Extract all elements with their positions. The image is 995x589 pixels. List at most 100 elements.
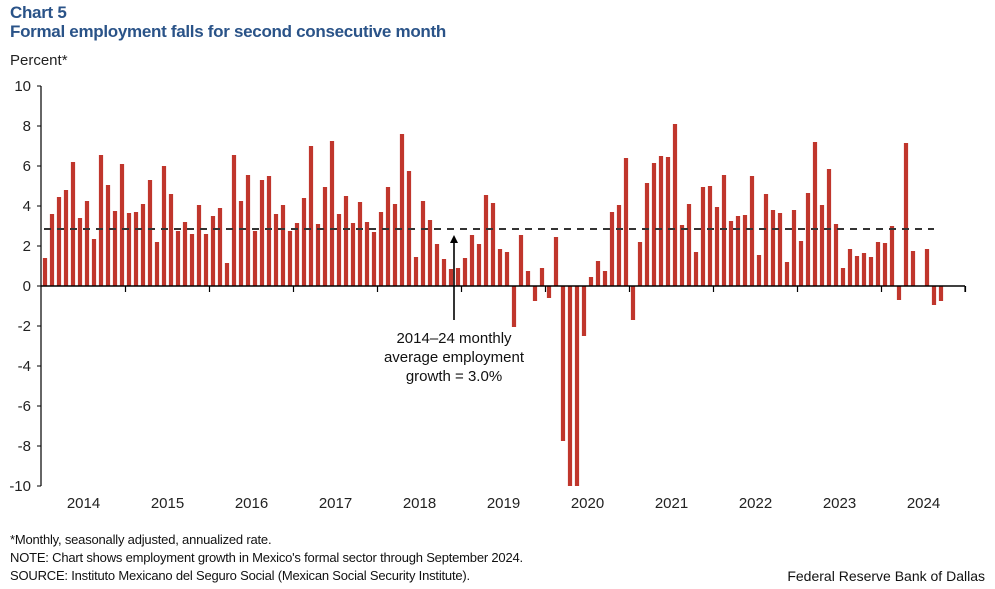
bar <box>749 176 755 286</box>
bar <box>315 224 321 286</box>
bar <box>427 220 433 286</box>
x-tick-label: 2014 <box>67 495 100 512</box>
bar <box>546 286 552 298</box>
bar <box>553 237 559 286</box>
annotation-arrowhead-icon <box>450 235 458 243</box>
bar <box>203 234 209 286</box>
bar <box>770 210 776 286</box>
bar-chart: 10 8 6 4 2 0 -2 -4 -6 -8 -10 2014 2015 2016 2017 2018 20… <box>9 78 967 512</box>
y-tick-label: -8 <box>18 438 31 455</box>
x-tick-label: 2018 <box>403 495 436 512</box>
annotation-text-line: growth = 3.0% <box>406 368 502 385</box>
bar <box>182 222 188 286</box>
bar <box>903 143 909 286</box>
bar <box>392 204 398 286</box>
bar <box>637 242 643 286</box>
bar <box>434 244 440 286</box>
annotation-text-line: 2014–24 monthly <box>396 330 512 347</box>
bar <box>756 255 762 286</box>
bar <box>399 134 405 286</box>
bar <box>595 261 601 286</box>
bar <box>252 231 258 286</box>
bar <box>441 259 447 286</box>
bar <box>287 231 293 286</box>
bar <box>665 157 671 286</box>
footnote: *Monthly, seasonally adjusted, annualize… <box>10 532 272 547</box>
bar <box>357 202 363 286</box>
bar <box>847 249 853 286</box>
bar <box>371 232 377 286</box>
bar <box>42 258 48 286</box>
bar <box>266 176 272 286</box>
credit: Federal Reserve Bank of Dallas <box>787 568 985 584</box>
bar <box>238 201 244 286</box>
bar <box>854 256 860 286</box>
bar <box>168 194 174 286</box>
bar <box>420 201 426 286</box>
bar <box>364 222 370 286</box>
bar <box>98 155 104 286</box>
bar <box>812 142 818 286</box>
bar <box>672 124 678 286</box>
bar <box>840 268 846 286</box>
bar <box>819 205 825 286</box>
bar <box>350 223 356 286</box>
bar <box>910 251 916 286</box>
bar <box>455 268 461 286</box>
bar <box>791 210 797 286</box>
y-tick-label: 2 <box>23 238 31 255</box>
bar <box>196 205 202 286</box>
bar <box>462 258 468 286</box>
y-tick-label: -2 <box>18 318 31 335</box>
y-tick-label: -6 <box>18 398 31 415</box>
note: NOTE: Chart shows employment growth in M… <box>10 550 523 565</box>
x-tick-label: 2015 <box>151 495 184 512</box>
bar <box>868 257 874 286</box>
y-tick-label: 0 <box>23 278 31 295</box>
bar <box>602 271 608 286</box>
bar <box>497 249 503 286</box>
bar <box>518 235 524 286</box>
bar <box>735 216 741 286</box>
bar <box>301 198 307 286</box>
bar <box>259 180 265 286</box>
bar <box>280 205 286 286</box>
bar <box>938 286 944 301</box>
chart-title: Formal employment falls for second conse… <box>10 22 446 41</box>
x-tick-label: 2017 <box>319 495 352 512</box>
bar <box>189 234 195 286</box>
bar <box>889 226 895 286</box>
bar <box>581 286 587 336</box>
bar <box>56 197 62 286</box>
bar <box>623 158 629 286</box>
bar <box>896 286 902 300</box>
y-tick-label: -4 <box>18 358 31 375</box>
bar <box>154 242 160 286</box>
bar <box>826 169 832 286</box>
bar <box>693 252 699 286</box>
x-tick-label: 2019 <box>487 495 520 512</box>
bar <box>728 221 734 286</box>
bar <box>784 262 790 286</box>
bar <box>231 155 237 286</box>
bar <box>217 208 223 286</box>
x-tick-label: 2021 <box>655 495 688 512</box>
bar <box>742 215 748 286</box>
bar <box>931 286 937 305</box>
bar <box>175 231 181 286</box>
bar <box>875 242 881 286</box>
bar <box>84 201 90 286</box>
bar <box>63 190 69 286</box>
bar <box>539 268 545 286</box>
bar <box>833 224 839 286</box>
bar <box>924 249 930 286</box>
bar <box>105 185 111 286</box>
bar <box>686 204 692 286</box>
y-axis-label: Percent* <box>10 52 68 69</box>
bar <box>532 286 538 301</box>
bar <box>679 225 685 286</box>
bar <box>525 271 531 286</box>
bar <box>714 207 720 286</box>
axes-group: 10 8 6 4 2 0 -2 -4 -6 -8 -10 2014 2015 2016 2017 2018 20… <box>9 78 967 512</box>
bar <box>112 211 118 286</box>
